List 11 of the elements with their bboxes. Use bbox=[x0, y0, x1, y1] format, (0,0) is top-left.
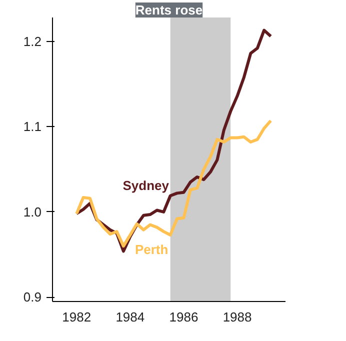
y-tick-label: 1.1 bbox=[23, 119, 42, 134]
x-tick-label: 1988 bbox=[222, 310, 252, 324]
y-tick-label: 0.9 bbox=[23, 290, 42, 305]
series-label: Perth bbox=[134, 242, 168, 257]
x-tick-label: 1986 bbox=[169, 310, 198, 324]
x-tick-label: 1982 bbox=[62, 310, 92, 324]
x-tick-label: 1984 bbox=[116, 310, 145, 324]
series-label: Sydney bbox=[122, 178, 170, 194]
y-tick-label: 1.2 bbox=[23, 34, 42, 49]
y-tick-label: 1.0 bbox=[23, 204, 42, 220]
chart-title: Rents rose bbox=[135, 2, 203, 18]
